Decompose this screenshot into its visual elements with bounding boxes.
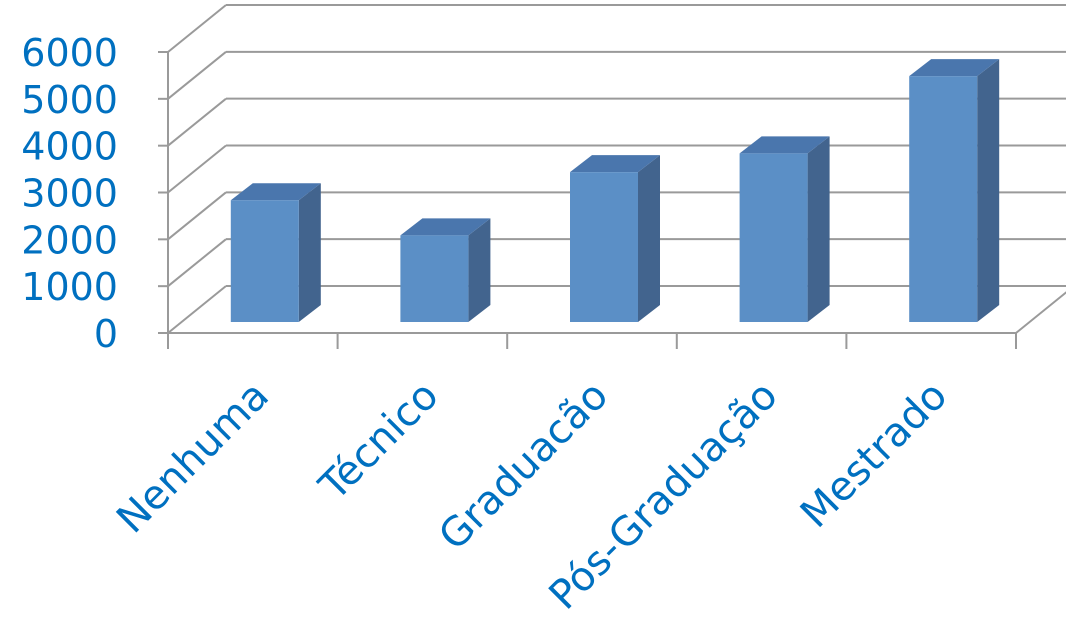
x-category-label-4: Mestrado [792,373,956,537]
bar-0 [230,183,321,322]
y-tick-label-5: 5000 [21,78,118,122]
bar-front-4 [909,76,978,322]
bar-side-2 [638,155,660,322]
bar-side-4 [977,59,1000,322]
bar-front-1 [400,235,469,322]
axes [158,51,1066,349]
bar-top-1 [400,218,491,236]
y-tick-label-4: 4000 [21,125,118,169]
y-tick-label-2: 2000 [21,218,118,262]
gridline-6 [167,4,1066,53]
y-tick-label-6: 6000 [21,31,118,75]
y-tick-label-0: 0 [94,312,118,356]
bar-1 [400,218,491,322]
y-tick-label-3: 3000 [21,172,118,216]
y-tick-label-1: 1000 [21,265,118,309]
bar-front-3 [739,153,808,322]
bar-front-0 [230,200,299,322]
bar-2 [570,155,660,322]
bar-3 [739,136,830,322]
bar-front-2 [570,172,638,322]
x-category-label-0: Nenhuma [108,373,278,543]
bar-4 [909,59,1000,322]
bar-top-0 [230,183,321,201]
bar-top-3 [739,136,830,154]
floor-right-edge [1015,291,1066,334]
x-category-label-1: Técnico [310,373,447,510]
bar-side-1 [468,218,491,322]
bar-side-0 [298,183,321,322]
bars [230,59,1000,322]
bar-side-3 [807,136,830,322]
gridline-5 [167,50,1066,100]
bar-top-2 [570,155,660,173]
x-category-label-2: Graduacão [430,373,617,560]
bar-top-4 [909,59,1000,77]
